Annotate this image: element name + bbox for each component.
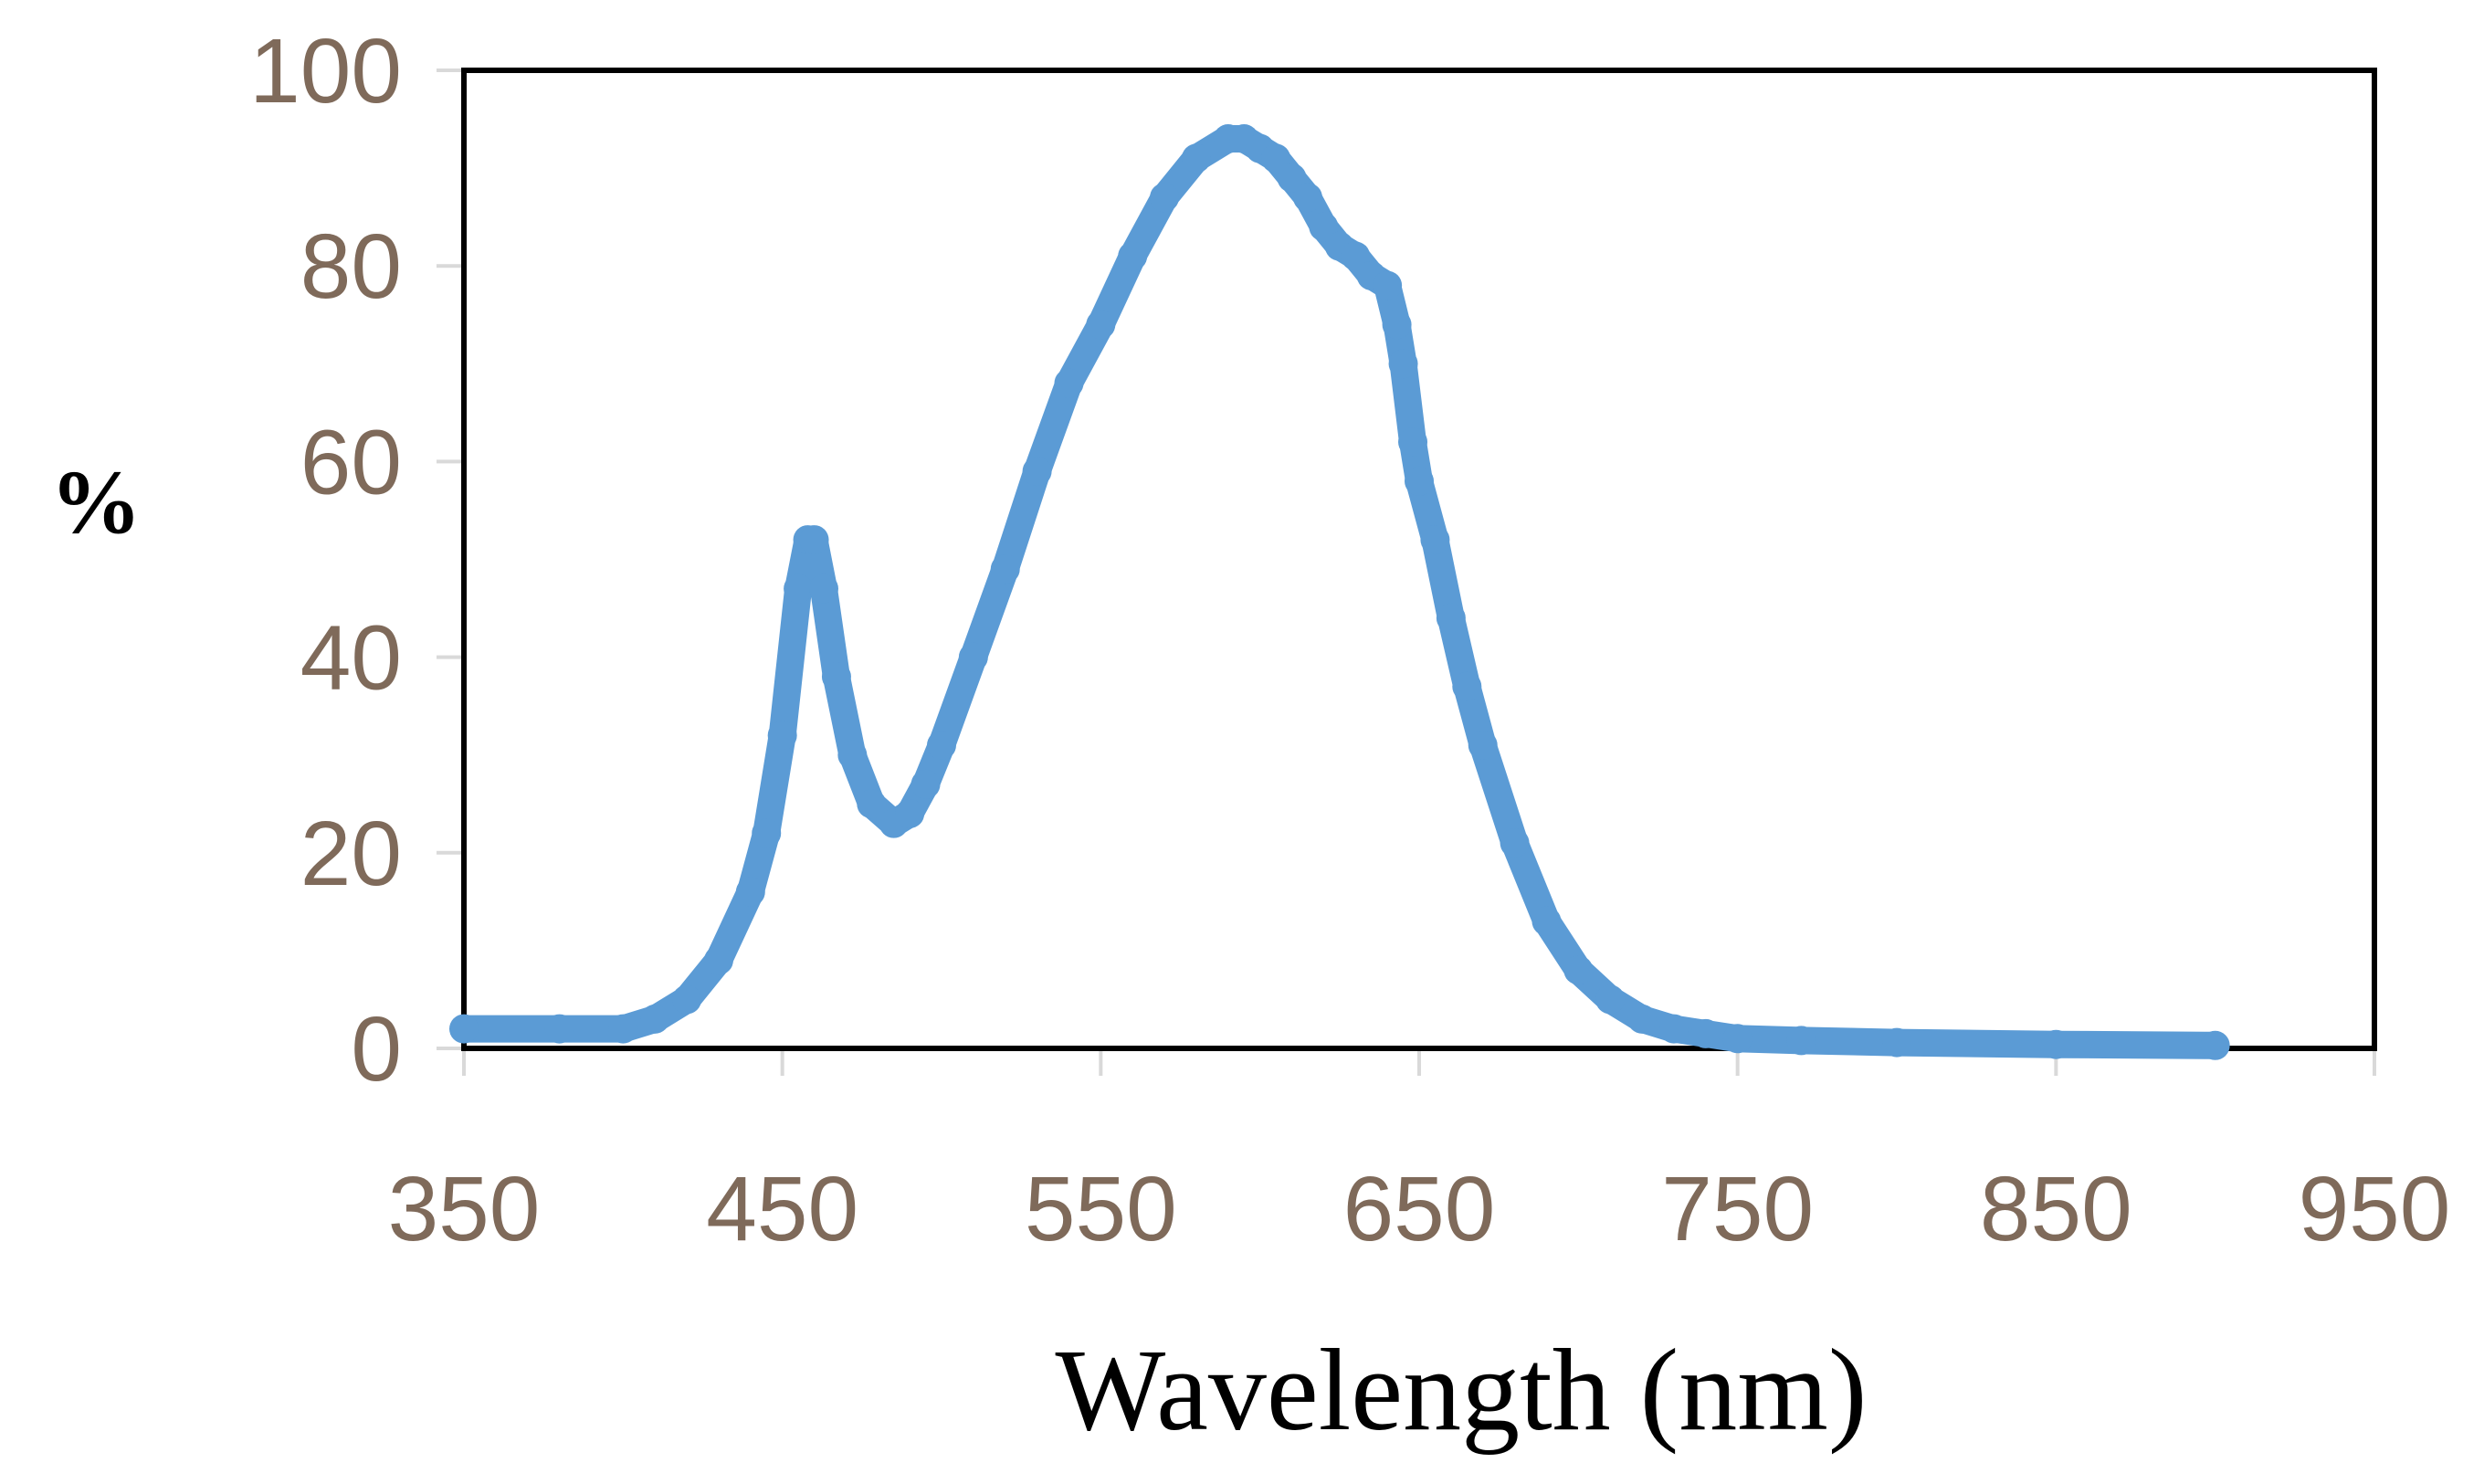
x-tick-label: 450 (706, 1158, 858, 1260)
y-tick-marks (437, 68, 464, 1050)
data-point (1690, 1018, 1721, 1048)
series-line (450, 125, 2229, 1059)
data-point (767, 721, 797, 751)
data-point (1373, 270, 1403, 300)
data-point (1420, 525, 1450, 555)
data-point (1452, 671, 1482, 701)
data-point (927, 730, 956, 760)
data-point (544, 1014, 574, 1044)
data-point (1309, 212, 1339, 242)
data-point (821, 662, 851, 692)
data-point (895, 798, 925, 828)
data-point (1054, 368, 1084, 398)
data-point (1150, 183, 1180, 213)
data-point (857, 789, 887, 819)
data-point (1786, 1026, 1816, 1056)
y-axis-title: % (50, 451, 142, 553)
x-tick-labels: 350 450 550 650 750 850 950 (388, 1158, 2451, 1260)
data-point (1398, 426, 1428, 457)
data-point (1882, 1027, 1911, 1058)
data-point (1722, 1024, 1752, 1054)
data-point (1627, 1004, 1658, 1034)
data-point (672, 984, 702, 1015)
x-tick-label: 750 (1661, 1158, 1814, 1260)
plot-area-frame (461, 68, 2377, 1051)
data-point (1382, 310, 1412, 340)
data-point (703, 945, 733, 975)
y-tick-label: 100 (249, 20, 402, 122)
x-tick-label: 850 (1980, 1158, 2132, 1260)
data-point (990, 554, 1020, 584)
x-axis-title: Wavelength (nm) (1056, 1325, 1868, 1455)
x-tick-label: 650 (1343, 1158, 1496, 1260)
data-point (735, 877, 765, 907)
data-point (1531, 906, 1562, 936)
series-spectrum (449, 123, 2230, 1060)
data-point (784, 574, 814, 604)
y-tick-label: 0 (351, 998, 402, 1100)
data-point (449, 1014, 479, 1044)
data-point (1658, 1014, 1689, 1044)
data-point (1086, 310, 1116, 340)
data-point (1563, 955, 1594, 985)
y-tick-label: 60 (300, 411, 402, 513)
data-point (1292, 183, 1322, 213)
data-point (752, 818, 782, 848)
data-point (640, 1004, 670, 1034)
data-point (1022, 457, 1052, 487)
y-tick-labels: 0 20 40 60 80 100 (249, 20, 402, 1100)
data-point (910, 769, 941, 799)
data-point (1277, 163, 1307, 193)
data-point (1388, 349, 1418, 379)
x-tick-label: 950 (2299, 1158, 2451, 1260)
data-point (1500, 828, 1530, 858)
data-point (1118, 241, 1148, 271)
data-point (1261, 143, 1291, 174)
data-point (808, 574, 838, 604)
data-point (1181, 143, 1211, 174)
data-point (1341, 241, 1371, 271)
data-point (1436, 603, 1466, 633)
y-tick-label: 20 (300, 803, 402, 905)
data-point (1595, 984, 1626, 1015)
data-point (958, 642, 988, 672)
y-tick-label: 40 (300, 607, 402, 710)
data-point (799, 525, 829, 555)
data-point (1405, 466, 1434, 496)
data-point (2041, 1029, 2071, 1059)
data-point (837, 740, 868, 770)
data-point (608, 1014, 638, 1044)
data-point (2200, 1030, 2230, 1060)
data-point (1468, 730, 1498, 760)
y-tick-label: 80 (300, 216, 402, 318)
x-tick-label: 350 (388, 1158, 541, 1260)
x-tick-label: 550 (1025, 1158, 1177, 1260)
